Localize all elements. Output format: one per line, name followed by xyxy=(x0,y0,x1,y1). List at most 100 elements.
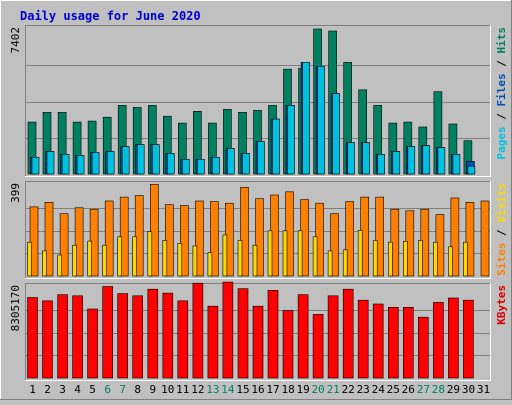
bar-sites-day-3 xyxy=(57,254,62,277)
x-tick-label-21: 21 xyxy=(327,383,340,396)
bar-pages-day-2 xyxy=(46,151,55,175)
x-tick-label-26: 26 xyxy=(402,383,415,396)
x-tick-label-30: 30 xyxy=(462,383,475,396)
bar-kbytes-day-2 xyxy=(42,300,53,379)
bar-kbytes-day-8 xyxy=(132,295,143,379)
bar-kbytes-day-21 xyxy=(327,295,339,379)
bar-sites-day-16 xyxy=(252,244,258,277)
bar-visits-day-16 xyxy=(255,198,264,277)
bar-pages-day-9 xyxy=(152,144,160,175)
bar-sites-day-5 xyxy=(87,240,92,277)
bar-pages-day-6 xyxy=(106,151,115,175)
bar-kbytes-day-26 xyxy=(402,306,414,379)
panel-hits-files-pages: 7402 Pages / Files / Hits xyxy=(9,25,508,177)
bar-sites-day-8 xyxy=(132,236,137,277)
x-tick-label-19: 19 xyxy=(296,383,309,396)
bar-pages-day-10 xyxy=(167,153,175,175)
bar-pages-day-29 xyxy=(452,154,461,175)
bar-sites-day-14 xyxy=(222,234,228,277)
bar-sites-day-4 xyxy=(72,244,77,277)
bar-pages-day-22 xyxy=(347,142,356,175)
bar-sites-day-19 xyxy=(297,230,303,277)
bar-kbytes-day-10 xyxy=(162,292,174,379)
bar-kbytes-day-28 xyxy=(433,302,444,379)
bar-kbytes-day-30 xyxy=(463,299,474,379)
x-tick-label-23: 23 xyxy=(357,383,370,396)
x-tick-label-17: 17 xyxy=(266,383,279,396)
bar-kbytes-day-11 xyxy=(177,300,189,379)
legend-part: / xyxy=(495,223,508,243)
panel-kbytes: 8305170 KBytes xyxy=(9,281,508,381)
x-tick-label-6: 6 xyxy=(104,383,111,396)
bar-kbytes-day-6 xyxy=(102,286,113,379)
bar-sites-day-12 xyxy=(192,245,198,277)
bar-kbytes-day-7 xyxy=(117,293,128,379)
bar-visits-day-22 xyxy=(345,201,355,277)
x-tick-label-14: 14 xyxy=(221,383,235,396)
bar-visits-day-1 xyxy=(29,206,39,277)
bar-sites-day-11 xyxy=(177,243,183,277)
bar-visits-day-9 xyxy=(150,184,159,277)
bar-visits-day-15 xyxy=(240,187,249,277)
panel-visits-sites: 399 Sites / Visits xyxy=(9,181,508,279)
bar-visits-day-10 xyxy=(165,204,174,277)
bar-kbytes-day-16 xyxy=(252,305,264,379)
bar-kbytes-day-3 xyxy=(57,294,68,379)
x-tick-label-16: 16 xyxy=(251,383,264,396)
x-tick-label-20: 20 xyxy=(311,383,324,396)
x-tick-label-12: 12 xyxy=(191,383,204,396)
bar-pages-day-18 xyxy=(287,105,295,175)
bar-sites-day-29 xyxy=(448,246,453,277)
bar-kbytes-day-4 xyxy=(72,295,83,379)
bar-visits-day-2 xyxy=(44,202,54,277)
bar-sites-day-15 xyxy=(237,240,243,277)
bar-kbytes-day-13 xyxy=(207,305,219,379)
legend-part: Hits xyxy=(495,27,508,54)
bar-sites-day-13 xyxy=(207,252,213,277)
bar-sites-day-17 xyxy=(267,230,273,277)
bar-pages-day-1 xyxy=(31,157,40,175)
bar-visits-day-3 xyxy=(59,213,69,277)
x-axis: 1 2 3 4 5 6 7 8 9 10 11 12 13 14 15 16 17 18 19 20 21 22 23 24 2… xyxy=(29,383,490,396)
y-max-label: 399 xyxy=(9,183,22,203)
bar-pages-day-30 xyxy=(467,165,476,175)
series-legend-label: Pages / Files / Hits xyxy=(495,27,508,160)
bar-kbytes-day-20 xyxy=(312,314,324,379)
bar-pages-day-13 xyxy=(212,157,220,175)
x-tick-label-11: 11 xyxy=(176,383,189,396)
x-tick-label-18: 18 xyxy=(281,383,294,396)
bar-kbytes-day-24 xyxy=(372,303,384,379)
series-legend-label: KBytes xyxy=(495,285,508,325)
x-tick-label-2: 2 xyxy=(44,383,51,396)
bar-pages-day-17 xyxy=(272,118,280,175)
legend-part: Pages xyxy=(495,126,508,159)
x-tick-label-29: 29 xyxy=(447,383,460,396)
bar-sites-day-18 xyxy=(282,230,288,277)
legend-part: KBytes xyxy=(495,285,508,325)
bar-visits-day-29 xyxy=(450,197,460,277)
bar-kbytes-day-19 xyxy=(297,294,309,379)
y-max-label: 7402 xyxy=(9,27,22,54)
bar-kbytes-day-23 xyxy=(357,299,369,379)
bar-sites-day-26 xyxy=(402,241,408,277)
bar-sites-day-9 xyxy=(147,231,153,277)
bar-pages-day-8 xyxy=(136,144,145,175)
bar-visits-day-24 xyxy=(375,196,385,277)
bar-sites-day-10 xyxy=(162,240,168,277)
bar-pages-day-14 xyxy=(227,148,235,175)
bar-sites-day-30 xyxy=(463,241,468,277)
bar-visits-day-21 xyxy=(330,213,339,277)
bar-kbytes-day-14 xyxy=(222,281,234,379)
bar-pages-day-15 xyxy=(242,153,250,175)
bar-visits-day-6 xyxy=(104,200,114,277)
bar-pages-day-16 xyxy=(257,141,265,175)
bar-sites-day-23 xyxy=(357,230,363,277)
bar-sites-day-2 xyxy=(42,250,47,277)
bar-visits-day-4 xyxy=(74,207,84,277)
x-tick-label-3: 3 xyxy=(59,383,66,396)
y-max-label: 8305170 xyxy=(9,285,22,331)
legend-part: / xyxy=(495,107,508,127)
bar-pages-day-12 xyxy=(197,159,205,175)
